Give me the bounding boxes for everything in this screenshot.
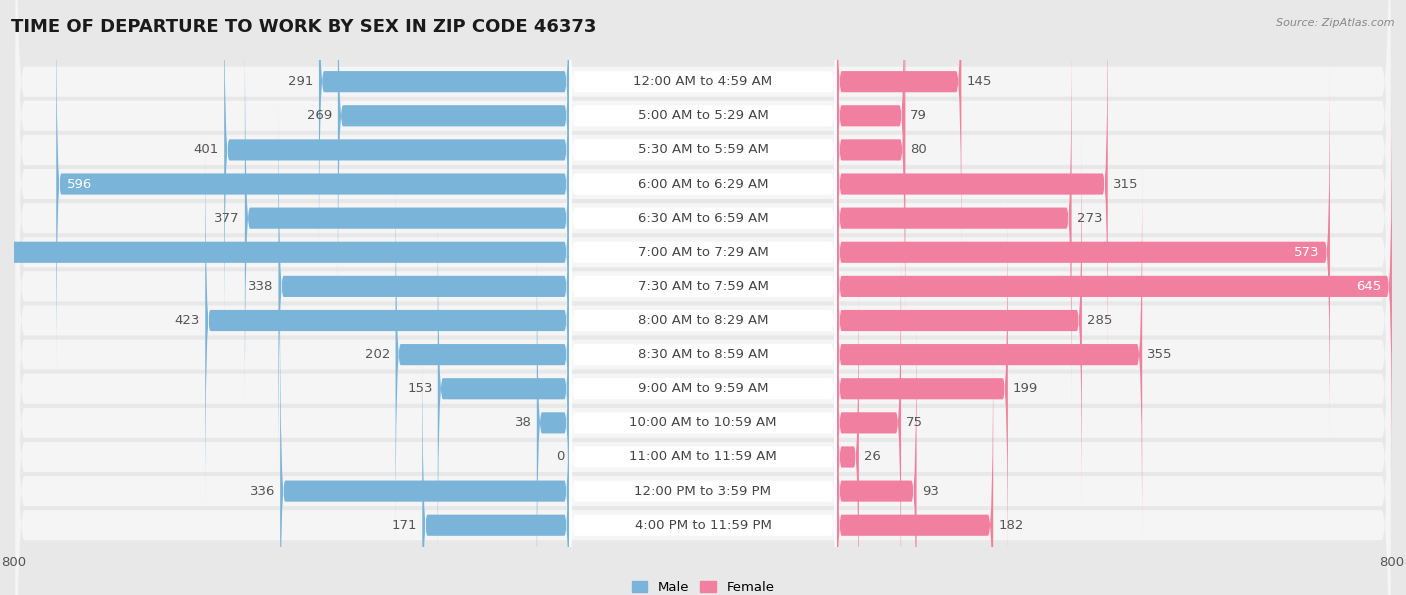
Text: 10:00 AM to 10:59 AM: 10:00 AM to 10:59 AM	[630, 416, 776, 430]
Text: 171: 171	[392, 519, 418, 532]
FancyBboxPatch shape	[0, 58, 569, 446]
Text: 596: 596	[66, 177, 91, 190]
Text: 7:00 AM to 7:29 AM: 7:00 AM to 7:29 AM	[638, 246, 768, 259]
FancyBboxPatch shape	[837, 24, 1071, 412]
Text: 423: 423	[174, 314, 200, 327]
Text: 338: 338	[247, 280, 273, 293]
FancyBboxPatch shape	[569, 195, 837, 583]
FancyBboxPatch shape	[56, 0, 569, 378]
FancyBboxPatch shape	[837, 0, 1108, 378]
FancyBboxPatch shape	[837, 161, 1142, 549]
FancyBboxPatch shape	[245, 24, 569, 412]
Text: 5:30 AM to 5:59 AM: 5:30 AM to 5:59 AM	[637, 143, 769, 156]
Text: Source: ZipAtlas.com: Source: ZipAtlas.com	[1277, 18, 1395, 28]
Text: 6:00 AM to 6:29 AM: 6:00 AM to 6:29 AM	[638, 177, 768, 190]
Text: 75: 75	[907, 416, 924, 430]
FancyBboxPatch shape	[837, 0, 962, 276]
FancyBboxPatch shape	[15, 165, 1391, 595]
FancyBboxPatch shape	[837, 92, 1392, 481]
FancyBboxPatch shape	[569, 92, 837, 481]
FancyBboxPatch shape	[319, 0, 569, 276]
Text: 7:30 AM to 7:59 AM: 7:30 AM to 7:59 AM	[637, 280, 769, 293]
FancyBboxPatch shape	[15, 0, 1391, 408]
FancyBboxPatch shape	[15, 29, 1391, 595]
FancyBboxPatch shape	[15, 0, 1391, 476]
Text: 153: 153	[408, 382, 433, 395]
Text: 12:00 PM to 3:59 PM: 12:00 PM to 3:59 PM	[634, 484, 772, 497]
Text: 79: 79	[910, 109, 927, 123]
FancyBboxPatch shape	[15, 199, 1391, 595]
Text: 273: 273	[1077, 212, 1102, 225]
Text: 336: 336	[250, 484, 276, 497]
Text: 80: 80	[911, 143, 928, 156]
FancyBboxPatch shape	[569, 263, 837, 595]
Text: 291: 291	[288, 75, 314, 88]
FancyBboxPatch shape	[569, 58, 837, 446]
FancyBboxPatch shape	[15, 0, 1391, 595]
FancyBboxPatch shape	[422, 331, 569, 595]
FancyBboxPatch shape	[569, 331, 837, 595]
Text: 377: 377	[214, 212, 239, 225]
FancyBboxPatch shape	[569, 0, 837, 276]
FancyBboxPatch shape	[15, 62, 1391, 595]
FancyBboxPatch shape	[837, 263, 859, 595]
Text: 645: 645	[1357, 280, 1382, 293]
FancyBboxPatch shape	[569, 0, 837, 344]
FancyBboxPatch shape	[569, 297, 837, 595]
FancyBboxPatch shape	[15, 0, 1391, 595]
FancyBboxPatch shape	[15, 97, 1391, 595]
FancyBboxPatch shape	[569, 161, 837, 549]
Legend: Male, Female: Male, Female	[631, 581, 775, 594]
Text: 0: 0	[555, 450, 564, 464]
FancyBboxPatch shape	[205, 126, 569, 515]
Text: 315: 315	[1114, 177, 1139, 190]
FancyBboxPatch shape	[837, 126, 1083, 515]
FancyBboxPatch shape	[569, 24, 837, 412]
FancyBboxPatch shape	[15, 0, 1391, 578]
Text: 38: 38	[515, 416, 531, 430]
Text: 93: 93	[922, 484, 939, 497]
Text: 199: 199	[1012, 382, 1038, 395]
Text: 4:00 PM to 11:59 PM: 4:00 PM to 11:59 PM	[634, 519, 772, 532]
Text: 269: 269	[308, 109, 333, 123]
FancyBboxPatch shape	[837, 297, 917, 595]
Text: 6:30 AM to 6:59 AM: 6:30 AM to 6:59 AM	[638, 212, 768, 225]
FancyBboxPatch shape	[537, 228, 569, 595]
FancyBboxPatch shape	[337, 0, 569, 310]
Text: 285: 285	[1087, 314, 1112, 327]
Text: 8:00 AM to 8:29 AM: 8:00 AM to 8:29 AM	[638, 314, 768, 327]
FancyBboxPatch shape	[837, 58, 1330, 446]
FancyBboxPatch shape	[569, 228, 837, 595]
FancyBboxPatch shape	[278, 92, 569, 481]
FancyBboxPatch shape	[837, 0, 904, 310]
Text: 145: 145	[966, 75, 991, 88]
FancyBboxPatch shape	[837, 195, 1008, 583]
Text: 5:00 AM to 5:29 AM: 5:00 AM to 5:29 AM	[638, 109, 768, 123]
FancyBboxPatch shape	[280, 297, 569, 595]
FancyBboxPatch shape	[837, 228, 901, 595]
FancyBboxPatch shape	[569, 0, 837, 310]
Text: 26: 26	[865, 450, 882, 464]
FancyBboxPatch shape	[224, 0, 569, 344]
Text: 8:30 AM to 8:59 AM: 8:30 AM to 8:59 AM	[638, 348, 768, 361]
FancyBboxPatch shape	[15, 131, 1391, 595]
Text: 9:00 AM to 9:59 AM: 9:00 AM to 9:59 AM	[638, 382, 768, 395]
FancyBboxPatch shape	[569, 0, 837, 378]
FancyBboxPatch shape	[15, 0, 1391, 442]
FancyBboxPatch shape	[437, 195, 569, 583]
Text: 11:00 AM to 11:59 AM: 11:00 AM to 11:59 AM	[628, 450, 778, 464]
Text: 573: 573	[1294, 246, 1320, 259]
Text: TIME OF DEPARTURE TO WORK BY SEX IN ZIP CODE 46373: TIME OF DEPARTURE TO WORK BY SEX IN ZIP …	[11, 18, 596, 36]
Text: 401: 401	[194, 143, 219, 156]
FancyBboxPatch shape	[15, 0, 1391, 510]
Text: 202: 202	[366, 348, 391, 361]
FancyBboxPatch shape	[837, 331, 993, 595]
FancyBboxPatch shape	[395, 161, 569, 549]
FancyBboxPatch shape	[837, 0, 905, 344]
FancyBboxPatch shape	[15, 0, 1391, 544]
Text: 182: 182	[998, 519, 1024, 532]
Text: 12:00 AM to 4:59 AM: 12:00 AM to 4:59 AM	[634, 75, 772, 88]
Text: 355: 355	[1147, 348, 1173, 361]
FancyBboxPatch shape	[569, 126, 837, 515]
